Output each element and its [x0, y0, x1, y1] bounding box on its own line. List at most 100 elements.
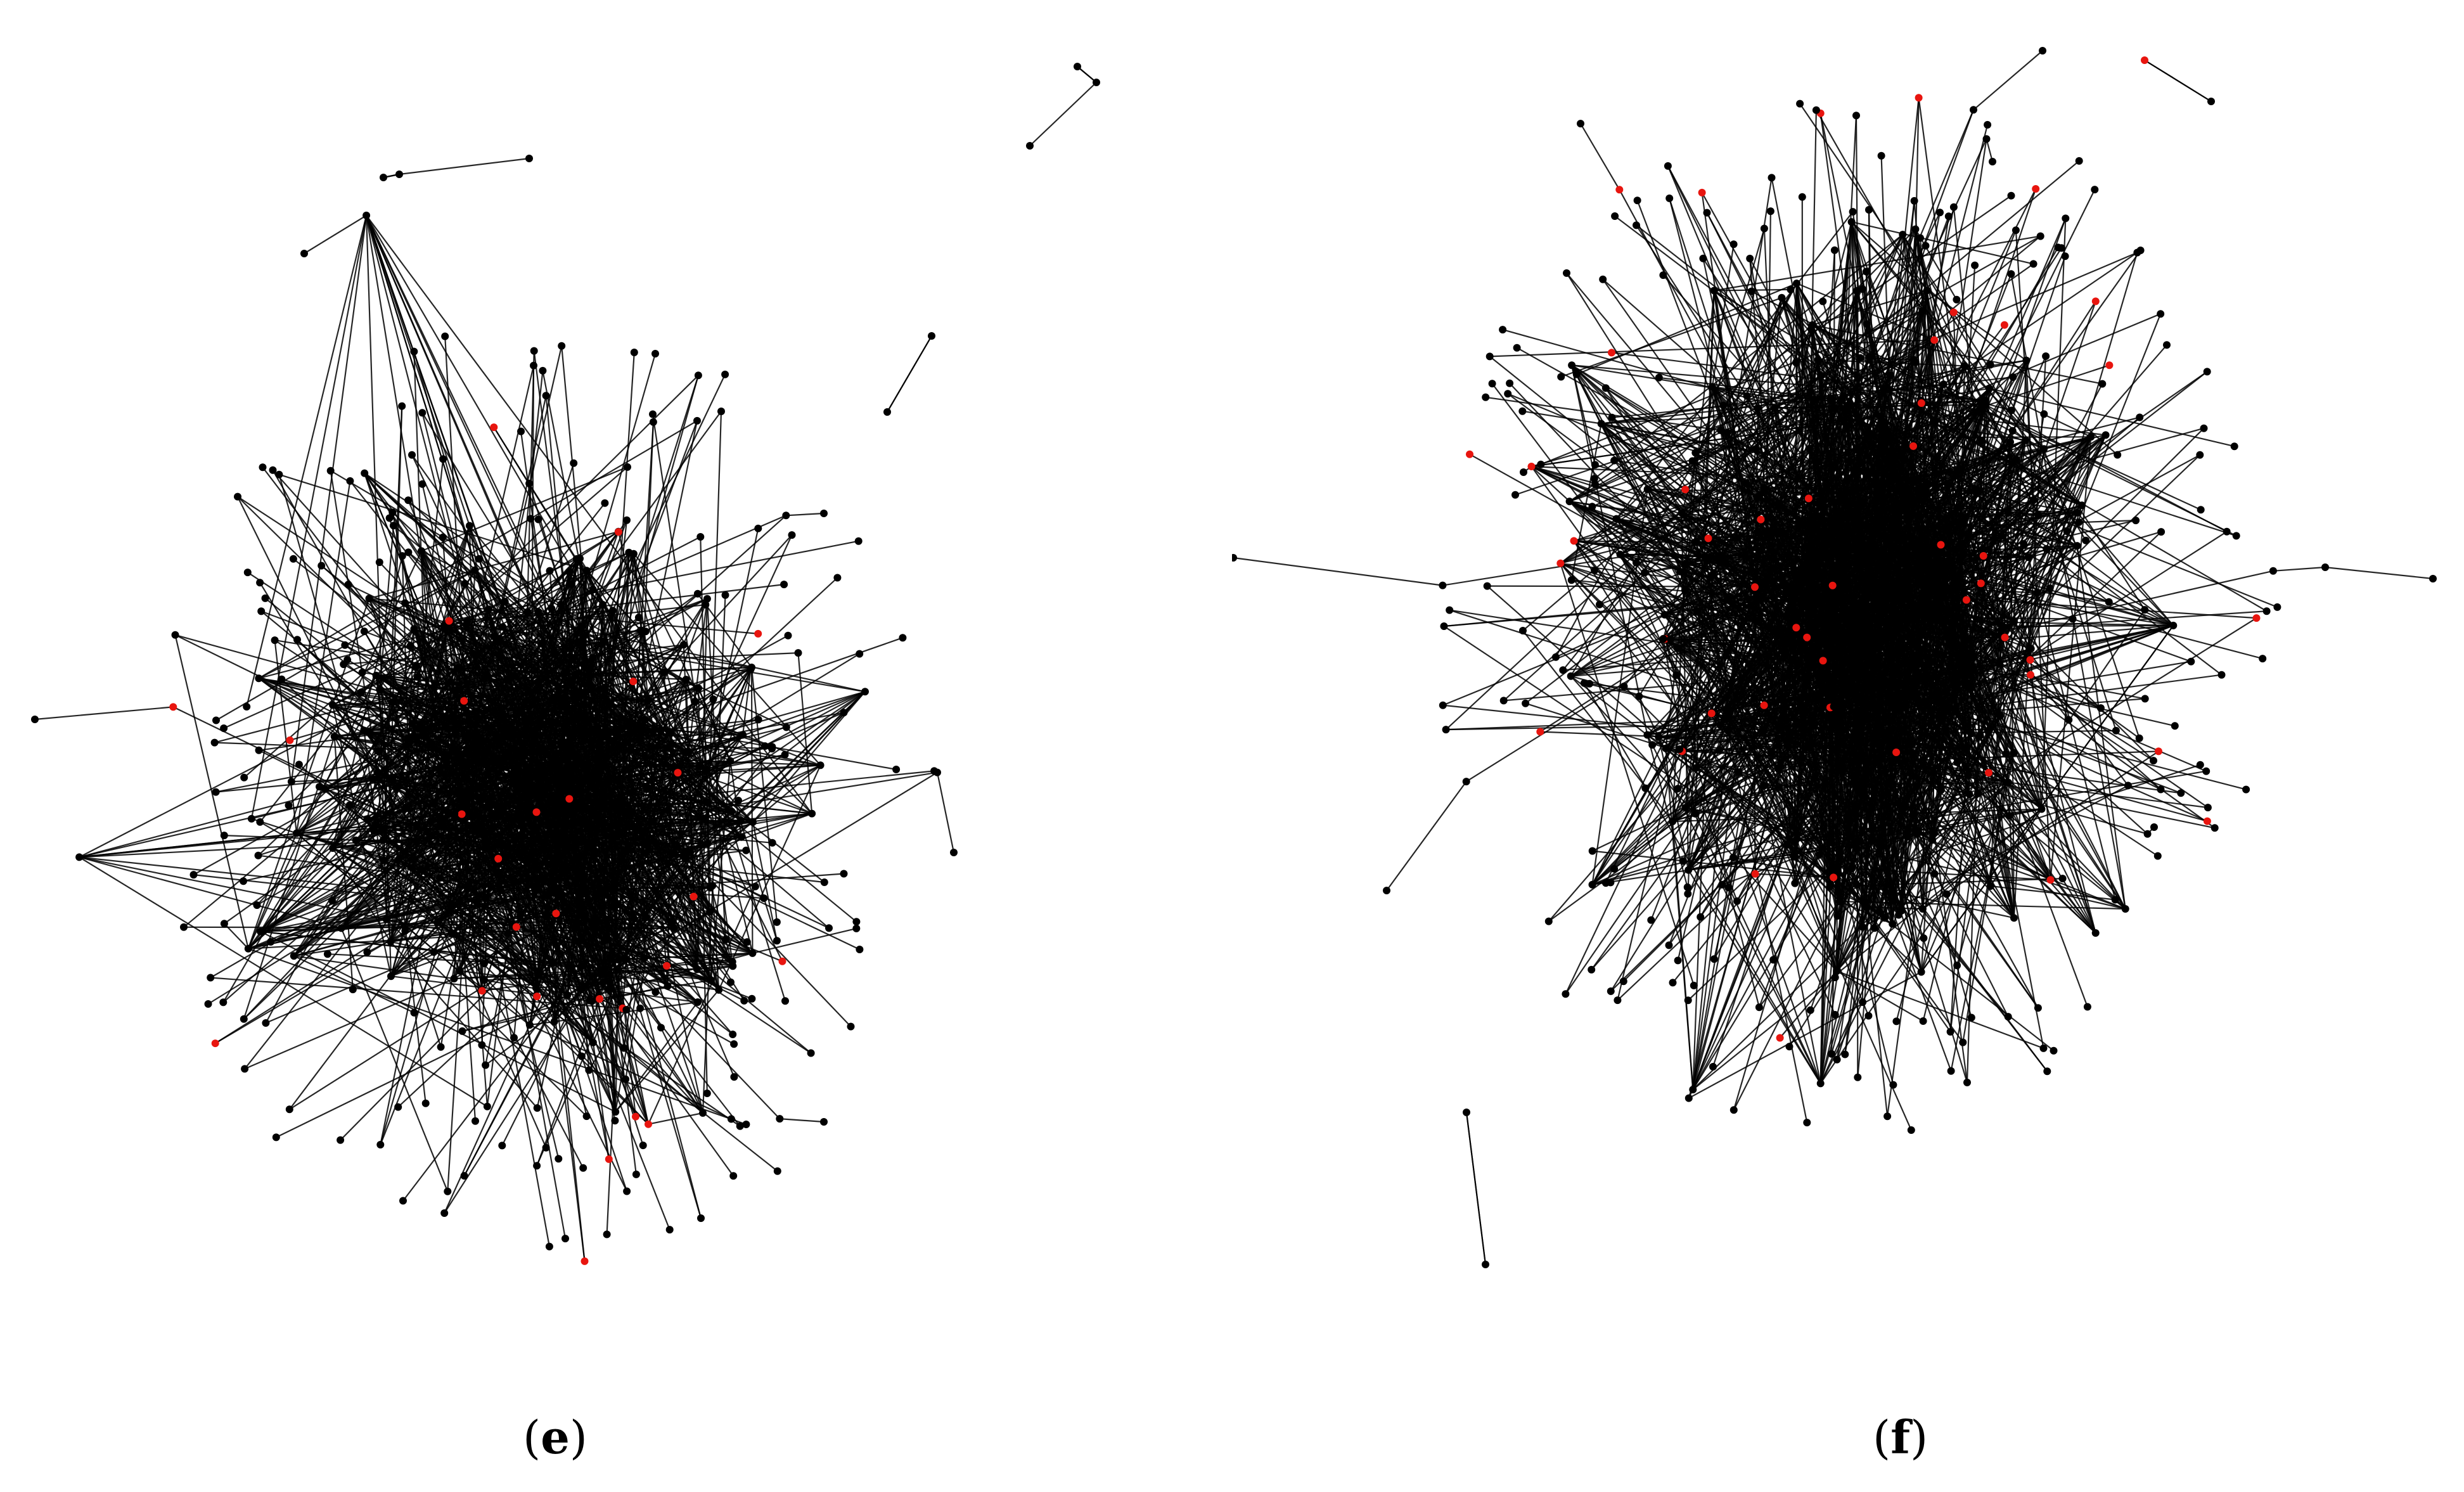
- graph-edge: [1757, 408, 1797, 841]
- graph-node: [934, 768, 941, 776]
- graph-edge: [392, 778, 537, 813]
- graph-node: [326, 466, 335, 475]
- graph-node: [219, 998, 228, 1006]
- graph-node: [1768, 749, 1776, 757]
- graph-node: [1669, 818, 1677, 825]
- graph-node: [516, 707, 524, 715]
- graph-edge: [414, 584, 785, 630]
- graph-node: [525, 771, 533, 780]
- graph-node-highlighted: [1760, 701, 1768, 709]
- graph-node: [1702, 555, 1710, 563]
- graph-node: [742, 846, 750, 854]
- graph-node: [511, 777, 519, 785]
- graph-edge: [1754, 697, 2208, 822]
- graph-node: [717, 408, 725, 415]
- graph-edge: [582, 636, 625, 1048]
- graph-node: [456, 967, 464, 975]
- graph-node: [517, 427, 525, 435]
- graph-node: [1985, 384, 1993, 392]
- graph-node: [254, 851, 262, 859]
- graph-edge: [1646, 489, 1795, 858]
- graph-node: [1826, 394, 1835, 402]
- graph-node: [285, 801, 293, 809]
- graph-edge: [1919, 238, 1970, 776]
- graph-node: [582, 567, 591, 575]
- graph-node: [561, 1235, 569, 1243]
- graph-edge: [297, 639, 442, 774]
- graph-edge: [1662, 638, 1780, 730]
- graph-node: [379, 836, 387, 844]
- graph-node: [1961, 362, 1969, 370]
- graph-edge: [380, 717, 503, 1145]
- graph-node: [437, 769, 445, 777]
- graph-node: [1986, 726, 1993, 734]
- graph-node: [1691, 538, 1700, 546]
- graph-node: [376, 1141, 385, 1148]
- graph-node: [585, 819, 593, 827]
- graph-edge: [1841, 669, 2031, 676]
- graph-node: [241, 1065, 249, 1073]
- graph-edge: [1711, 244, 1735, 387]
- graph-edge: [1867, 229, 2017, 597]
- graph-node: [418, 480, 427, 488]
- graph-node-highlighted: [460, 697, 468, 705]
- graph-edge: [1930, 371, 2208, 588]
- graph-edge: [1442, 704, 1913, 756]
- graph-edge: [1706, 212, 1862, 503]
- graph-node: [412, 662, 420, 671]
- graph-node: [408, 719, 416, 728]
- graph-edge: [324, 788, 745, 1001]
- graph-node: [382, 915, 390, 923]
- graph-edge: [1491, 383, 1772, 753]
- graph-node: [257, 927, 264, 936]
- graph-edge: [1571, 579, 1758, 600]
- graph-node: [1928, 836, 1936, 844]
- graph-node: [624, 463, 631, 471]
- graph-node: [623, 516, 631, 524]
- graph-edge: [1664, 638, 1760, 1008]
- graph-edge: [1763, 487, 2148, 835]
- graph-node: [660, 668, 667, 676]
- graph-node: [1681, 560, 1690, 568]
- graph-edge: [404, 558, 581, 932]
- graph-edge: [1836, 970, 1924, 1022]
- graph-node: [1833, 746, 1841, 754]
- graph-edge: [780, 1118, 825, 1123]
- graph-node: [2040, 445, 2048, 453]
- graph-node: [537, 640, 546, 648]
- graph-node-highlighted: [581, 1257, 589, 1265]
- graph-node: [782, 723, 790, 731]
- graph-node-highlighted: [1556, 559, 1565, 567]
- graph-edge: [1880, 415, 2110, 603]
- graph-node: [1834, 888, 1842, 896]
- graph-node: [634, 724, 643, 733]
- graph-node: [1953, 603, 1961, 612]
- graph-edge: [2043, 448, 2140, 739]
- graph-edge: [1531, 465, 2263, 660]
- graph-edge: [476, 396, 547, 719]
- graph-node: [488, 809, 496, 818]
- graph-node: [667, 729, 675, 737]
- graph-edge: [1763, 247, 2062, 706]
- graph-edge: [1801, 357, 1861, 602]
- graph-node: [1911, 225, 1920, 233]
- graph-edge: [1771, 752, 2209, 809]
- graph-node: [484, 671, 491, 679]
- graph-node: [180, 923, 188, 931]
- graph-node: [539, 366, 547, 375]
- graph-node: [761, 742, 769, 750]
- graph-node: [293, 829, 300, 837]
- graph-node: [626, 810, 634, 818]
- graph-node: [1830, 866, 1838, 875]
- graph-node: [1866, 584, 1875, 593]
- graph-edge: [1902, 234, 2146, 610]
- graph-node: [289, 555, 297, 563]
- graph-edge: [614, 884, 748, 943]
- graph-node: [414, 673, 421, 681]
- graph-edge: [1840, 771, 1952, 1072]
- graph-node: [539, 744, 546, 752]
- graph-node: [629, 550, 638, 558]
- graph-node: [561, 865, 569, 873]
- graph-node-highlighted: [674, 769, 682, 777]
- graph-edge: [648, 1112, 703, 1125]
